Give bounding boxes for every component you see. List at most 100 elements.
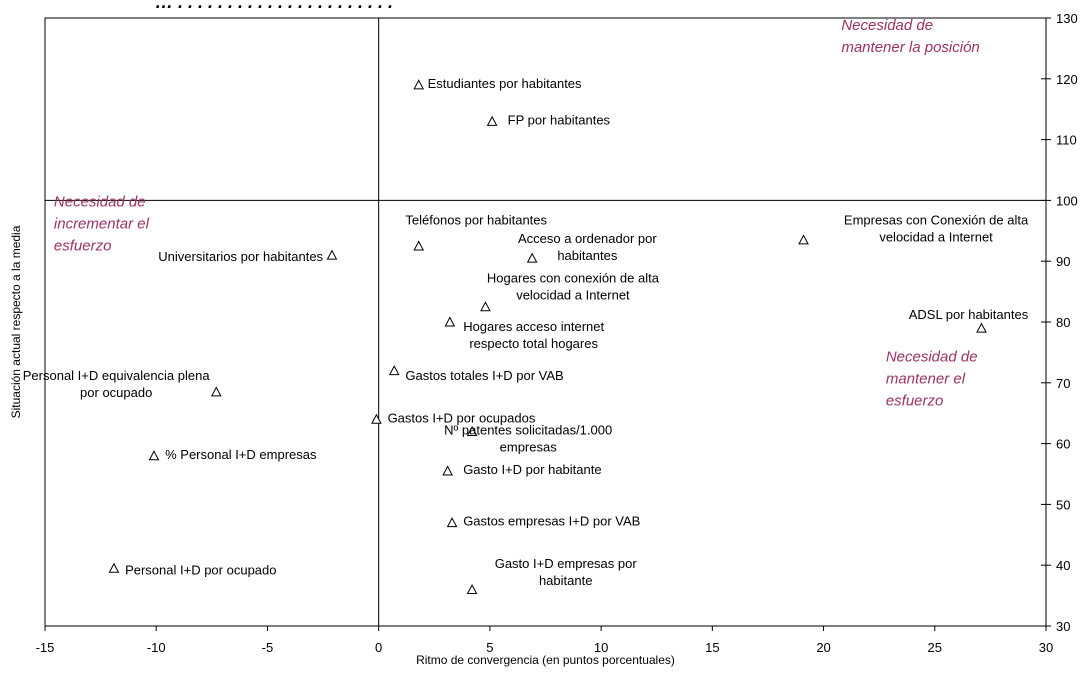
- quadrant-label-line: esfuerzo: [886, 393, 944, 410]
- triangle-marker: [526, 252, 538, 263]
- point-label: Personal I+D por ocupado: [125, 562, 276, 577]
- y-tick-label: 60: [1056, 437, 1070, 452]
- point-label-line: velocidad a Internet: [516, 287, 630, 302]
- point-label-line: habitantes: [557, 248, 617, 263]
- point-label-line: Teléfonos por habitantes: [405, 213, 547, 228]
- y-tick-label: 80: [1056, 315, 1070, 330]
- x-tick-label: 10: [594, 640, 608, 655]
- point-label: Hogares con conexión de alta velocidad a …: [487, 270, 660, 302]
- point-label-line: Hogares con conexión de alta: [487, 270, 660, 285]
- y-tick-label: 90: [1056, 254, 1070, 269]
- point-label: Gastos empresas I+D por VAB: [463, 514, 640, 529]
- triangle-marker: [326, 249, 338, 260]
- x-tick-label: 5: [486, 640, 493, 655]
- y-tick-label: 50: [1056, 497, 1070, 512]
- y-tick-label: 130: [1056, 11, 1078, 26]
- x-tick-label: -5: [262, 640, 274, 655]
- data-points: Estudiantes por habitantes FP por habitan…: [23, 76, 1029, 595]
- point-label-line: FP por habitantes: [508, 112, 611, 127]
- point-label-line: Nº patentes solicitadas/1.000: [444, 422, 612, 437]
- point-label: Estudiantes por habitantes: [428, 76, 582, 91]
- y-tick-label: 120: [1056, 72, 1078, 87]
- x-tick-label: 25: [928, 640, 942, 655]
- x-tick-label: -15: [36, 640, 55, 655]
- x-tick-label: 15: [705, 640, 719, 655]
- point-label-line: Personal I+D equivalencia plena: [23, 368, 211, 383]
- triangle-marker: [413, 240, 425, 251]
- point-label-line: Empresas con Conexión de alta: [844, 213, 1029, 228]
- triangle-marker: [466, 425, 478, 436]
- triangle-marker: [371, 413, 382, 424]
- point-label-line: Personal I+D por ocupado: [125, 562, 276, 577]
- quadrant-label-line: Necesidad de: [841, 17, 933, 34]
- quadrant-label-line: Necesidad de: [886, 349, 978, 366]
- quadrant-label-line: mantener el: [886, 371, 966, 388]
- point-label: Acceso a ordenador por habitantes: [518, 231, 657, 263]
- triangle-marker: [210, 386, 222, 397]
- x-axis-ticks: -15 -10 -5 0 5 10 15 20 25 30: [36, 626, 1053, 655]
- point-label-line: ADSL por habitantes: [909, 307, 1029, 322]
- triangle-marker: [108, 562, 120, 573]
- x-tick-label: -10: [147, 640, 166, 655]
- point-label-line: respecto total hogares: [469, 336, 598, 351]
- triangle-marker: [466, 583, 478, 595]
- triangle-marker: [442, 465, 453, 476]
- point-label-line: Gasto I+D por habitante: [463, 462, 601, 477]
- y-axis-label: Situación actual respecto a la media: [9, 225, 23, 418]
- chart-title: … . . . . . . . . . . . . . . . . . . . …: [155, 0, 393, 12]
- point-label: Nº patentes solicitadas/1.000 empresas: [444, 422, 612, 454]
- quadrant-label-line: Necesidad de: [54, 193, 146, 210]
- point-label-line: Hogares acceso internet: [463, 319, 604, 334]
- y-tick-label: 30: [1056, 619, 1070, 634]
- point-label: ADSL por habitantes: [909, 307, 1029, 322]
- quadrant-label: Necesidad de incrementar el esfuerzo: [54, 193, 150, 254]
- y-tick-label: 70: [1056, 376, 1070, 391]
- point-label: Universitarios por habitantes: [158, 249, 323, 264]
- point-label: FP por habitantes: [508, 112, 611, 127]
- triangle-marker: [976, 322, 987, 333]
- point-label-line: por ocupado: [80, 385, 152, 400]
- point-label-line: velocidad a Internet: [879, 230, 993, 245]
- y-axis-ticks: 30 40 50 60 70 80 90 100 110 120 130: [1041, 11, 1078, 634]
- triangle-marker: [148, 450, 160, 461]
- point-label-line: % Personal I+D empresas: [165, 447, 317, 462]
- y-tick-label: 110: [1056, 133, 1077, 148]
- x-axis-label: Ritmo de convergencia (en puntos porcent…: [416, 653, 675, 667]
- x-tick-label: 20: [816, 640, 830, 655]
- quadrant-label-line: esfuerzo: [54, 237, 112, 254]
- triangle-marker: [486, 115, 498, 126]
- quadrant-labels: Necesidad de mantener la posiciónNecesida…: [54, 17, 980, 409]
- point-label: % Personal I+D empresas: [165, 447, 317, 462]
- point-label-line: Gasto I+D empresas por: [495, 556, 638, 571]
- quadrant-label-line: incrementar el: [54, 215, 150, 232]
- quadrant-label: Necesidad de mantener el esfuerzo: [886, 349, 978, 410]
- triangle-marker: [444, 316, 456, 327]
- y-tick-label: 40: [1056, 558, 1070, 573]
- point-label-line: Gastos I+D por ocupados: [388, 410, 536, 425]
- quadrant-label: Necesidad de mantener la posición: [841, 17, 979, 56]
- point-label-line: Acceso a ordenador por: [518, 231, 657, 246]
- x-tick-label: 0: [375, 640, 382, 655]
- point-label-line: habitante: [539, 573, 593, 588]
- point-label-line: Universitarios por habitantes: [158, 249, 323, 264]
- quadrant-label-line: mantener la posición: [841, 39, 979, 56]
- point-label-line: Gastos totales I+D por VAB: [405, 368, 563, 383]
- point-label: Teléfonos por habitantes: [405, 213, 547, 228]
- point-label: Empresas con Conexión de alta velocidad a…: [844, 213, 1029, 245]
- y-tick-label: 100: [1056, 193, 1078, 208]
- point-label: Gasto I+D por habitante: [463, 462, 601, 477]
- point-label-line: Estudiantes por habitantes: [428, 76, 582, 91]
- triangle-marker: [388, 365, 400, 376]
- point-label: Gastos I+D por ocupados: [388, 410, 536, 425]
- point-label-line: Gastos empresas I+D por VAB: [463, 514, 640, 529]
- triangle-marker: [798, 234, 809, 245]
- triangle-marker: [446, 517, 458, 528]
- point-label: Personal I+D equivalencia plena por ocupa…: [23, 368, 211, 400]
- point-label-line: empresas: [500, 439, 558, 454]
- point-label: Gasto I+D empresas por habitante: [495, 556, 638, 588]
- point-label: Gastos totales I+D por VAB: [405, 368, 563, 383]
- triangle-marker: [413, 79, 425, 90]
- point-label: Hogares acceso internet respecto total ho…: [463, 319, 604, 351]
- triangle-marker: [480, 301, 491, 312]
